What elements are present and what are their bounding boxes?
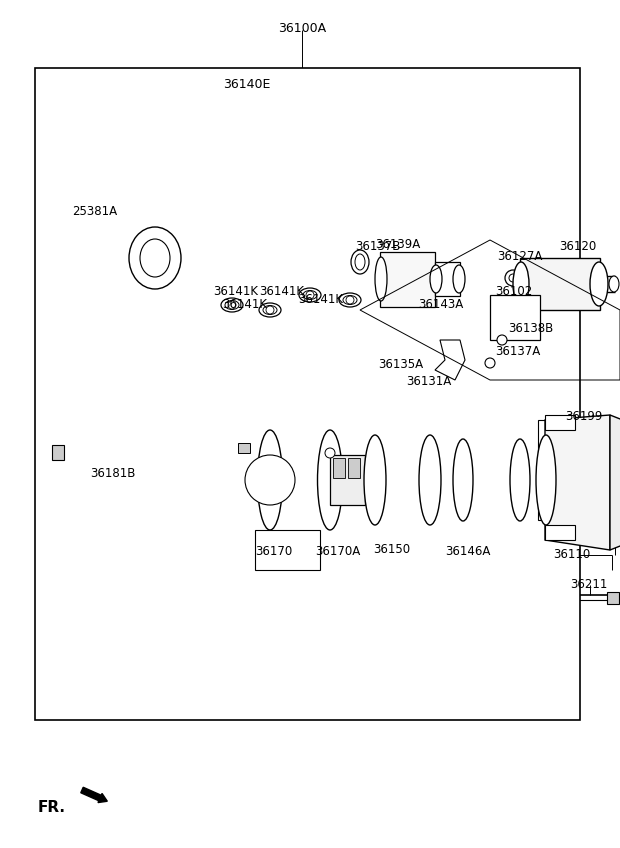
Text: 36170: 36170 (255, 545, 292, 558)
Ellipse shape (257, 430, 283, 530)
Text: 36120: 36120 (559, 240, 596, 253)
Bar (538, 420, 616, 520)
Polygon shape (435, 340, 465, 380)
Text: 36141K: 36141K (222, 298, 267, 311)
Ellipse shape (355, 254, 365, 270)
Ellipse shape (221, 298, 243, 312)
Text: 36110: 36110 (553, 548, 590, 561)
Text: 36199: 36199 (565, 410, 603, 423)
Ellipse shape (453, 265, 465, 293)
Text: 36137B: 36137B (355, 240, 401, 253)
Ellipse shape (317, 430, 342, 530)
Text: 36131A: 36131A (406, 375, 451, 388)
Circle shape (497, 335, 507, 345)
Text: FR.: FR. (38, 800, 66, 815)
Circle shape (505, 270, 521, 286)
Ellipse shape (536, 435, 556, 525)
Ellipse shape (609, 276, 619, 292)
Circle shape (509, 274, 517, 282)
Bar (348, 458, 360, 478)
Text: 36135A: 36135A (378, 358, 423, 371)
Ellipse shape (343, 295, 357, 304)
Text: 36211: 36211 (570, 578, 608, 591)
Bar (607, 592, 619, 604)
Bar (330, 455, 365, 505)
FancyArrow shape (81, 787, 107, 802)
Text: 36141K: 36141K (213, 285, 258, 298)
Polygon shape (545, 415, 610, 550)
Circle shape (325, 448, 335, 458)
Text: 25381A: 25381A (72, 205, 117, 218)
Text: 36127A: 36127A (497, 250, 542, 263)
Bar (435, 262, 460, 296)
Bar (545, 525, 575, 540)
Bar (333, 458, 345, 478)
Bar (238, 443, 250, 453)
Ellipse shape (513, 262, 529, 306)
Text: 36170A: 36170A (315, 545, 360, 558)
Bar (255, 530, 320, 570)
Text: 36141K: 36141K (259, 285, 304, 298)
Ellipse shape (364, 435, 386, 525)
Ellipse shape (430, 265, 442, 293)
Circle shape (346, 296, 354, 304)
Ellipse shape (453, 439, 473, 521)
Ellipse shape (225, 300, 239, 310)
Text: 36100A: 36100A (278, 22, 326, 35)
Ellipse shape (375, 257, 387, 301)
Bar (52, 445, 64, 460)
Text: 36102: 36102 (495, 285, 532, 298)
Text: 36140E: 36140E (223, 78, 271, 91)
Ellipse shape (140, 239, 170, 277)
Circle shape (306, 291, 314, 299)
Bar (490, 295, 540, 340)
Text: 36141K: 36141K (298, 293, 343, 306)
Ellipse shape (303, 291, 317, 299)
Ellipse shape (259, 303, 281, 317)
Ellipse shape (263, 305, 277, 315)
Text: 36137A: 36137A (495, 345, 540, 358)
Circle shape (266, 306, 274, 314)
Text: 36138B: 36138B (508, 322, 553, 335)
Ellipse shape (299, 288, 321, 302)
Text: 36150: 36150 (373, 543, 410, 556)
Polygon shape (610, 415, 620, 550)
Ellipse shape (419, 435, 441, 525)
Ellipse shape (590, 262, 608, 306)
Circle shape (245, 455, 295, 505)
Circle shape (485, 358, 495, 368)
Text: 36146A: 36146A (445, 545, 490, 558)
Ellipse shape (351, 250, 369, 274)
Text: 36143A: 36143A (418, 298, 463, 311)
Bar (520, 258, 600, 310)
Bar (380, 252, 435, 307)
Ellipse shape (339, 293, 361, 307)
Bar (35, 68, 580, 720)
Bar (545, 415, 575, 430)
Ellipse shape (129, 227, 181, 289)
Text: 36139A: 36139A (375, 238, 420, 251)
Ellipse shape (510, 439, 530, 521)
Circle shape (228, 301, 236, 309)
Text: 36181B: 36181B (90, 467, 135, 480)
